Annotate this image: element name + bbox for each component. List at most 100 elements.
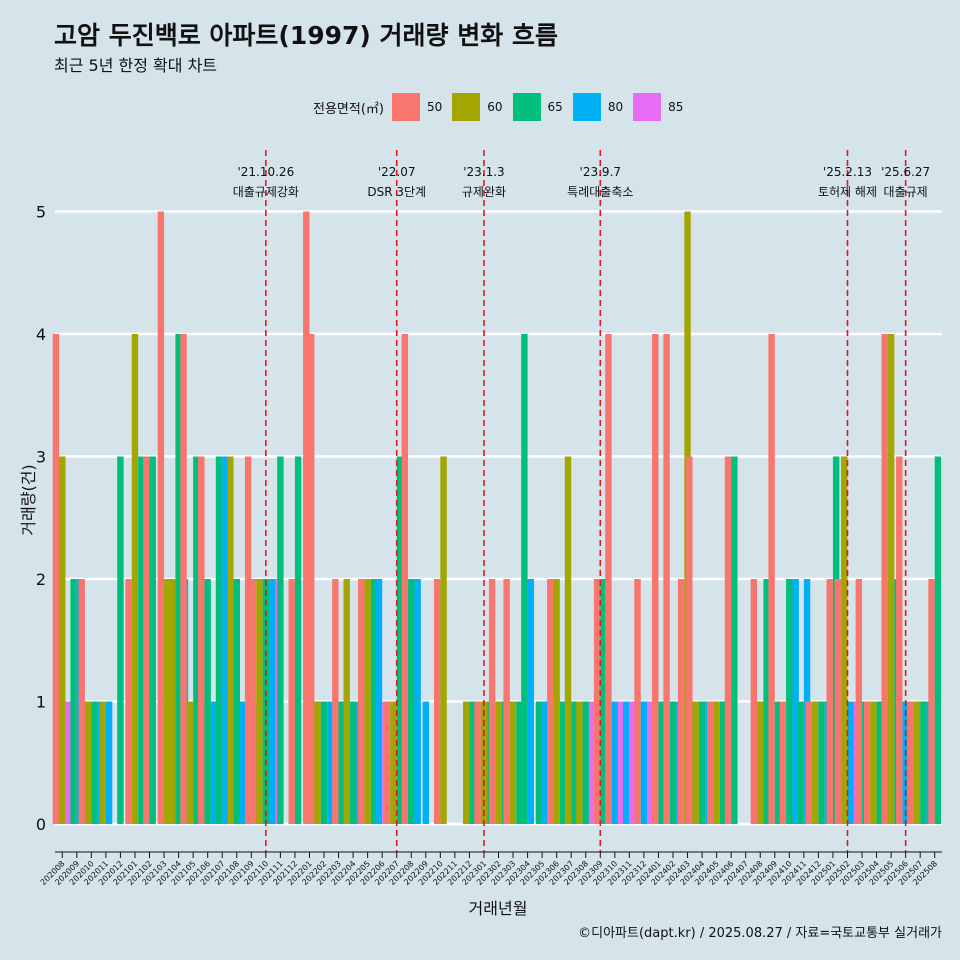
- bar-65-202405: [719, 701, 727, 824]
- event-date-label: '23.9.7: [580, 165, 621, 179]
- bar-65-202207: [396, 456, 404, 824]
- bar-50-202109: [244, 456, 252, 824]
- bar-50-202110: [249, 579, 257, 824]
- bar-60-202202: [314, 701, 321, 824]
- bar-50-202201: [303, 211, 310, 824]
- bar-60-202412: [812, 701, 819, 824]
- chart-title: 고암 두진백로 아파트(1997) 거래량 변화 흐름: [54, 21, 558, 50]
- bar-50-202010: [78, 579, 85, 824]
- bar-65-202202: [320, 701, 328, 824]
- y-axis-title: 거래량(건): [19, 464, 38, 535]
- bar-50-202402: [663, 334, 670, 824]
- bar-80-202108: [239, 701, 247, 824]
- event-date-label: '25.2.13: [823, 165, 872, 179]
- bar-65-202101: [138, 456, 145, 824]
- bar-65-202102: [149, 456, 156, 824]
- bar-65-202212: [469, 701, 476, 824]
- bar-65-202108: [233, 579, 240, 824]
- bar-80-202107: [222, 456, 229, 824]
- bar-50-202309: [593, 579, 601, 824]
- bar-60-202010: [84, 701, 92, 824]
- bar-60-202405: [713, 701, 720, 824]
- bar-80-202310: [611, 701, 619, 824]
- bar-60-202504: [870, 701, 877, 824]
- bar-50-202203: [332, 579, 339, 824]
- bar-50-202405: [707, 701, 714, 824]
- bar-85-202311: [629, 701, 636, 824]
- bar-65-202308: [582, 701, 589, 824]
- bar-80-202106: [210, 701, 218, 824]
- bar-65-202410: [786, 579, 793, 824]
- bar-60-202212: [463, 701, 470, 824]
- bar-60-202210: [440, 456, 447, 824]
- bar-60-202306: [553, 579, 560, 824]
- bar-65-202105: [193, 456, 200, 824]
- bar-80-202304: [527, 579, 534, 824]
- bar-60-202505: [887, 334, 895, 824]
- bar-50-202105: [180, 334, 187, 824]
- bar-60-202101: [131, 334, 139, 824]
- bar-50-202506: [896, 456, 903, 824]
- bar-60-202207: [390, 701, 397, 824]
- bar-65-202303: [516, 701, 523, 824]
- bar-50-202303: [503, 579, 510, 824]
- y-tick-label: 5: [36, 203, 46, 222]
- bar-50-202502: [834, 579, 842, 824]
- event-label: 대출규제강화: [233, 185, 299, 199]
- event-label: 특례대출축소: [567, 185, 633, 199]
- bar-80-202305: [542, 701, 549, 824]
- bar-65-202010: [91, 701, 98, 824]
- y-tick-label: 3: [36, 448, 46, 467]
- bar-50-202403: [677, 579, 685, 824]
- bar-50-202301: [474, 701, 481, 824]
- bar-80-202209: [422, 701, 429, 824]
- bar-65-202508: [934, 456, 942, 824]
- bar-50-202404: [686, 456, 693, 824]
- bar-50-202207: [383, 701, 391, 824]
- bar-50-202504: [863, 701, 871, 824]
- legend-item-60: 60: [452, 93, 506, 121]
- bar-50-202205: [358, 579, 365, 824]
- bar-50-202409: [768, 334, 775, 824]
- bar-50-202501: [826, 579, 833, 824]
- legend-title: 전용면적(㎡): [313, 101, 384, 117]
- bar-80-202312: [640, 701, 648, 824]
- bar-80-202208: [414, 579, 421, 824]
- bar-50-202312: [634, 579, 641, 824]
- event-date-label: '23.1.3: [463, 165, 504, 179]
- bar-85-202308: [588, 701, 596, 824]
- bar-65-202507: [920, 701, 927, 824]
- legend-swatch: [572, 93, 601, 121]
- bar-65-202309: [600, 579, 607, 824]
- bar-60-202302: [495, 701, 502, 824]
- bar-65-202306: [559, 701, 567, 824]
- y-tick-label: 2: [36, 570, 46, 589]
- bar-80-202110: [269, 579, 276, 824]
- legend-item-65: 65: [512, 93, 567, 121]
- bar-60-202104: [168, 579, 176, 824]
- legend-item-50: 50: [391, 93, 446, 121]
- bar-50-202507: [907, 701, 914, 824]
- bar-50-202408: [750, 579, 758, 824]
- legend-swatch: [512, 93, 541, 121]
- bar-65-202203: [338, 701, 345, 824]
- legend-label: 65: [547, 100, 563, 114]
- bar-50-202508: [928, 579, 935, 824]
- event-label: 규제완화: [462, 185, 506, 199]
- bar-50-202406: [724, 456, 732, 824]
- bar-50-202310: [605, 334, 612, 824]
- legend-swatch: [452, 93, 481, 121]
- bar-80-202410: [792, 579, 799, 824]
- bar-65-202205: [370, 579, 378, 824]
- bar-50-202208: [401, 334, 409, 824]
- bar-60-202205: [364, 579, 371, 824]
- bar-50-202112: [288, 579, 295, 824]
- event-date-label: '22.07: [378, 165, 416, 179]
- legend-swatch: [391, 93, 420, 121]
- legend-label: 85: [668, 100, 684, 114]
- bar-60-202103: [164, 579, 171, 824]
- bar-65-202412: [818, 701, 825, 824]
- bar-50-202101: [125, 579, 132, 824]
- legend-swatch: [633, 93, 662, 121]
- bar-65-202204: [349, 701, 357, 824]
